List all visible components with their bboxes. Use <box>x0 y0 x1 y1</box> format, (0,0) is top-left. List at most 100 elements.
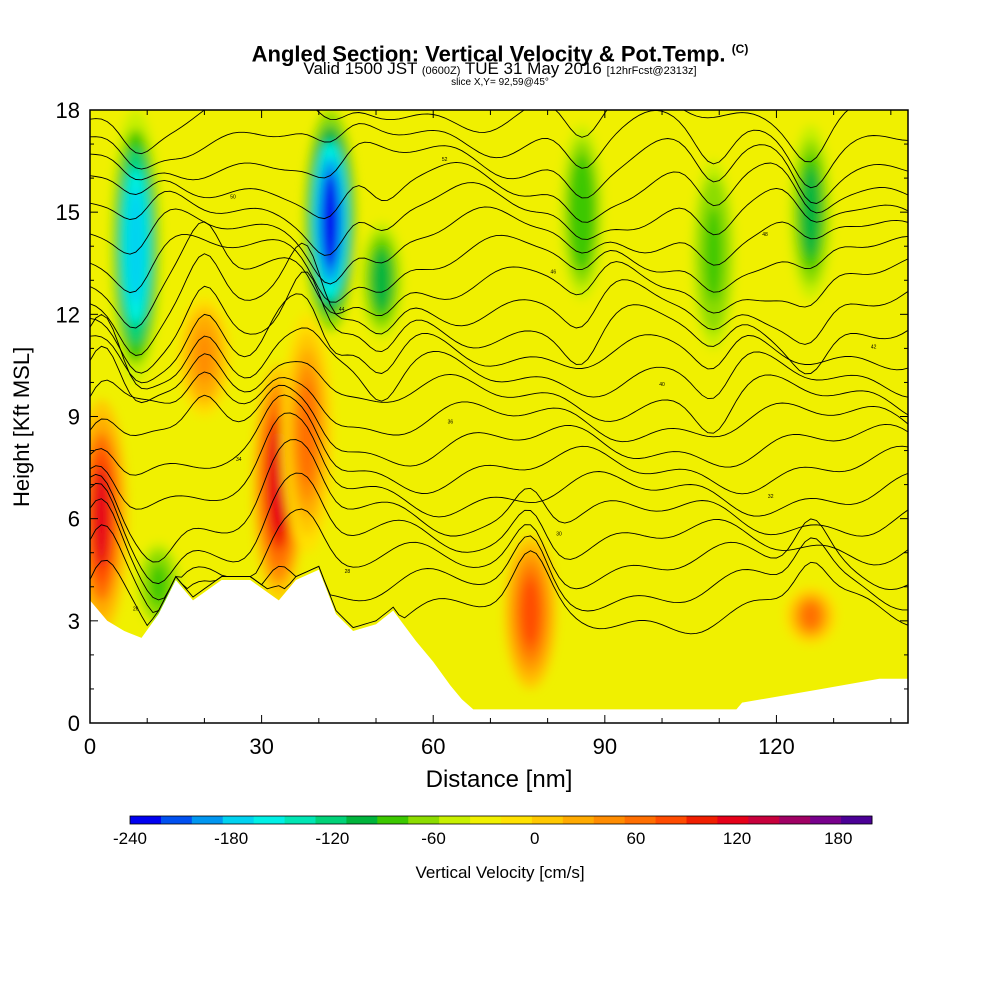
isentrope-line-12 <box>90 271 908 375</box>
x-axis-label: Distance [nm] <box>425 766 573 793</box>
isentrope-line-6 <box>90 394 908 495</box>
isentrope-line-10 <box>90 313 908 402</box>
isentrope-line-17 <box>90 182 908 256</box>
colorbar-swatch-22 <box>810 816 842 824</box>
isentrope-line-18 <box>90 161 908 223</box>
colorbar-swatch-13 <box>531 816 564 824</box>
contour-label-7: 42 <box>871 344 877 350</box>
y-axis-label: Height [Kft MSL] <box>9 346 34 507</box>
isentrope-line-14 <box>90 221 908 329</box>
colorbar-swatch-16 <box>624 816 657 824</box>
colorbar-swatch-12 <box>501 816 533 824</box>
contour-label-2: 30 <box>556 532 562 538</box>
colorbar-swatch-3 <box>222 816 255 824</box>
x-tick-label-3: 90 <box>593 734 617 759</box>
colorbar-swatch-6 <box>315 816 347 824</box>
contour-label-0: 26 <box>133 607 139 613</box>
contour-label-4: 34 <box>236 457 242 463</box>
colorbar-swatch-0 <box>130 816 162 824</box>
colorbar-tick-label-4: 0 <box>530 829 539 848</box>
y-tick-label-0: 0 <box>68 711 80 736</box>
colorbar-swatch-23 <box>841 816 873 824</box>
isentrope-line-11 <box>90 293 908 384</box>
colorbar-swatch-1 <box>160 816 193 824</box>
downdraft-cell-3-level-5 <box>573 168 591 256</box>
isentrope-line-2 <box>90 498 908 601</box>
isentrope-line-21 <box>90 110 849 163</box>
colorbar-swatch-20 <box>748 816 780 824</box>
isentrope-line-4 <box>90 439 908 563</box>
colorbar: -240 -180 -120 -60 0 60 120 180 <box>113 815 873 848</box>
colorbar-swatch-21 <box>779 816 811 824</box>
valid-prefix: Valid 1500 JST <box>303 59 418 78</box>
valid-utc: (0600Z) <box>421 65 461 77</box>
colorbar-swatch-2 <box>191 816 224 824</box>
colorbar-tick-label-0: -240 <box>113 829 147 848</box>
isentrope-line-3 <box>90 472 908 585</box>
downdraft-cell-4-level-5 <box>704 207 723 303</box>
updraft-cell-5-level-5 <box>802 603 820 629</box>
contour-label-3: 32 <box>768 494 774 500</box>
colorbar-swatch-4 <box>253 816 286 824</box>
colorbar-swatch-14 <box>562 816 595 824</box>
colorbar-swatch-17 <box>655 816 687 824</box>
colorbar-tick-label-2: -120 <box>315 829 349 848</box>
chart-title: Angled Section: Vertical Velocity & Pot.… <box>0 36 1000 67</box>
updraft-cell-3-level-5 <box>195 331 214 383</box>
x-tick-label-0: 0 <box>84 734 96 759</box>
y-tick-label-3: 9 <box>68 405 80 430</box>
contour-label-8: 44 <box>339 307 345 313</box>
colorbar-tick-label-6: 120 <box>723 829 751 848</box>
isentrope-line-19 <box>90 138 908 204</box>
y-tick-label-5: 15 <box>56 200 80 225</box>
plot-area: 26 28 30 32 34 36 40 42 44 46 48 50 52 <box>90 110 908 723</box>
colorbar-tick-label-7: 180 <box>824 829 852 848</box>
slice-label: slice X,Y= 92,59@45° <box>451 77 549 88</box>
colorbar-swatch-10 <box>439 816 471 824</box>
colorbar-swatch-18 <box>686 816 718 824</box>
contour-label-5: 36 <box>448 419 454 425</box>
contour-label-11: 50 <box>230 195 236 201</box>
contour-label-6: 40 <box>659 382 665 388</box>
downdraft-cell-1-level-5 <box>321 173 339 269</box>
colorbar-swatch-7 <box>346 816 378 824</box>
downdraft-cell-5-level-5 <box>802 168 820 256</box>
isentrope-line-5 <box>90 412 908 518</box>
contour-label-12: 52 <box>442 157 448 163</box>
colorbar-tick-label-5: 60 <box>626 829 645 848</box>
isentrope-line-16 <box>90 206 908 285</box>
colorbar-swatch-11 <box>470 816 502 824</box>
isentrope-line-7 <box>90 384 908 468</box>
terrain <box>90 569 908 723</box>
isentrope-line-15 <box>90 234 908 303</box>
colorbar-swatch-8 <box>377 816 409 824</box>
colorbar-label: Vertical Velocity [cm/s] <box>415 863 585 882</box>
isentrope-line-20 <box>90 110 908 189</box>
isentrope-line-9 <box>90 345 908 434</box>
y-tick-label-6: 18 <box>56 98 80 123</box>
colorbar-tick-label-3: -60 <box>421 829 446 848</box>
updraft-cell-0-level-5 <box>92 466 111 568</box>
chart-title-copyright: (C) <box>731 42 749 56</box>
downdraft-cell-6-level-5 <box>149 563 168 607</box>
x-tick-label-4: 120 <box>758 734 795 759</box>
x-tick-label-1: 30 <box>249 734 273 759</box>
y-tick-label-1: 3 <box>68 609 80 634</box>
downdraft-cell-2-level-5 <box>373 251 391 310</box>
colorbar-swatch-15 <box>593 816 626 824</box>
chart-subtitle: Valid 1500 JST (0600Z) TUE 31 May 2016 [… <box>0 59 1000 81</box>
colorbar-frame <box>129 815 873 825</box>
valid-date: TUE 31 May 2016 <box>464 59 602 78</box>
contour-label-9: 46 <box>551 269 557 275</box>
y-tick-label-4: 12 <box>56 302 80 327</box>
isentrope-contours: 26 28 30 32 34 36 40 42 44 46 48 50 52 <box>90 110 908 635</box>
contour-label-10: 48 <box>762 232 768 238</box>
chart-title-main: Angled Section: Vertical Velocity & Pot.… <box>251 41 726 67</box>
contour-label-1: 28 <box>345 569 351 575</box>
isentrope-line-8 <box>90 371 908 443</box>
isentrope-line-13 <box>90 242 908 356</box>
colorbar-tick-label-1: -180 <box>214 829 248 848</box>
colorbar-swatch-5 <box>284 816 316 824</box>
